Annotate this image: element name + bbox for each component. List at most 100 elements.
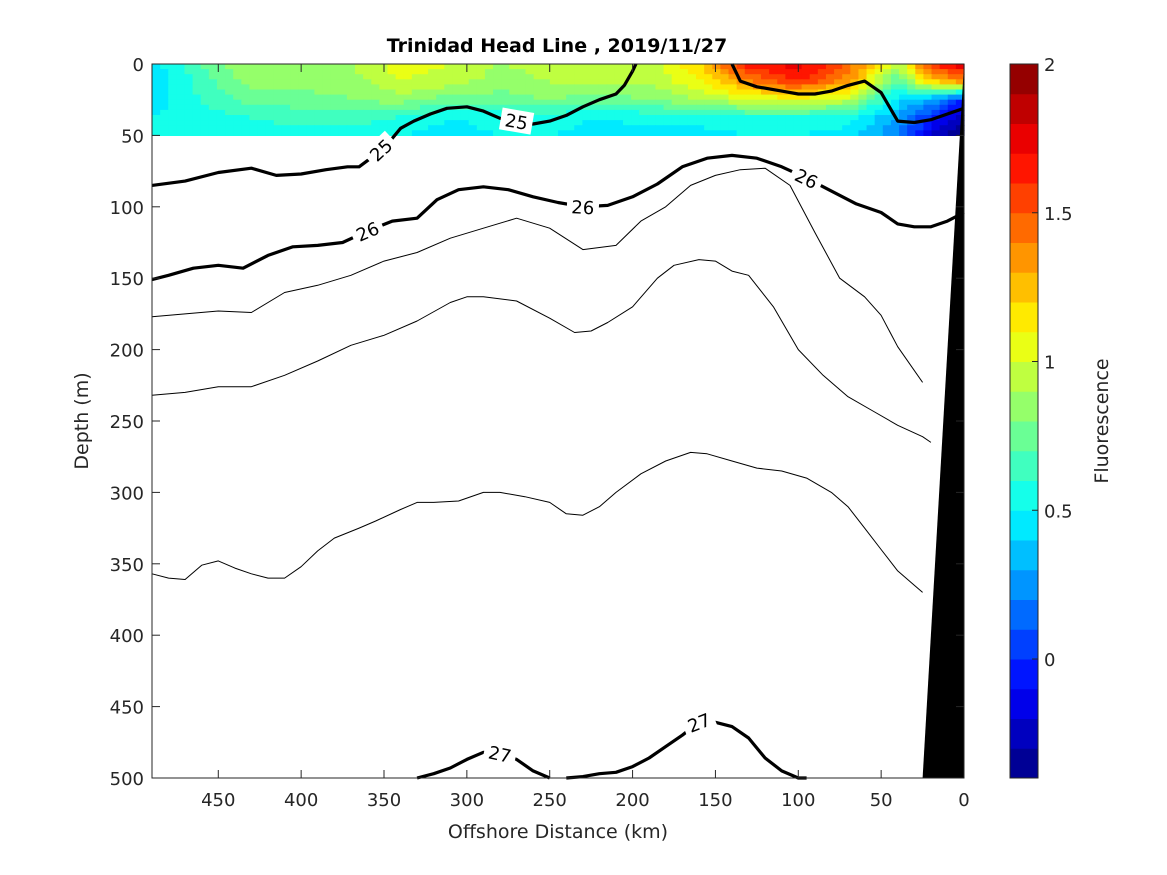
fluorescence-cell	[801, 130, 811, 136]
contour-label-background	[361, 130, 400, 169]
fluorescence-cell	[192, 79, 202, 85]
fluorescence-cell	[614, 79, 624, 85]
fluorescence-cell	[330, 115, 340, 121]
fluorescence-cell	[890, 89, 900, 96]
fluorescence-cell	[631, 69, 640, 75]
fluorescence-cell	[923, 120, 933, 126]
fluorescence-cell	[590, 130, 600, 136]
fluorescence-cell	[720, 64, 730, 70]
fluorescence-cell	[306, 64, 315, 70]
fluorescence-cell	[476, 84, 486, 91]
fluorescence-cell	[769, 89, 778, 96]
fluorescence-cell	[850, 84, 860, 91]
fluorescence-cell	[574, 64, 583, 70]
fluorescence-cell	[428, 89, 437, 96]
fluorescence-cell	[801, 69, 811, 75]
fluorescence-cell	[655, 125, 665, 131]
fluorescence-cell	[168, 94, 177, 101]
fluorescence-cell	[152, 74, 161, 80]
fluorescence-cell	[655, 99, 665, 106]
fluorescence-cell	[549, 125, 559, 131]
fluorescence-cell	[687, 120, 697, 126]
fluorescence-cell	[801, 84, 811, 91]
fluorescence-cell	[371, 125, 380, 131]
fluorescence-cell	[590, 64, 600, 70]
fluorescence-cell	[842, 94, 851, 101]
fluorescence-cell	[915, 79, 924, 85]
fluorescence-cell	[517, 99, 527, 106]
fluorescence-cell	[493, 99, 502, 106]
fluorescence-cell	[192, 94, 202, 101]
fluorescence-cell	[168, 104, 177, 111]
fluorescence-cell	[614, 120, 624, 126]
fluorescence-cell	[387, 74, 397, 80]
fluorescence-cell	[785, 94, 795, 101]
fluorescence-cell	[598, 74, 608, 80]
fluorescence-cell	[306, 69, 315, 75]
fluorescence-cell	[582, 84, 592, 91]
fluorescence-cell	[931, 64, 941, 70]
fluorescence-cell	[622, 69, 632, 75]
fluorescence-cell	[281, 79, 291, 85]
fluorescence-cell	[736, 125, 746, 131]
fluorescence-cell	[200, 94, 210, 101]
fluorescence-cell	[825, 99, 835, 106]
fluorescence-cell	[931, 69, 941, 75]
fluorescence-cell	[363, 115, 372, 121]
fluorescence-cell	[338, 120, 348, 126]
fluorescence-cell	[834, 130, 843, 136]
fluorescence-cell	[216, 84, 226, 91]
fluorescence-cell	[712, 94, 721, 101]
fluorescence-cell	[696, 109, 705, 116]
colorbar-swatch	[1010, 659, 1038, 690]
fluorescence-cell	[866, 125, 876, 131]
contour-label-background	[679, 706, 718, 739]
fluorescence-cell	[622, 125, 632, 131]
seafloor-bathymetry	[922, 64, 964, 778]
fluorescence-cell	[915, 84, 924, 91]
fluorescence-cell	[606, 109, 616, 116]
fluorescence-cell	[517, 69, 527, 75]
fluorescence-cell	[801, 109, 811, 116]
fluorescence-cell	[939, 64, 949, 70]
fluorescence-cell	[346, 74, 356, 80]
fluorescence-cell	[452, 109, 462, 116]
fluorescence-cell	[436, 84, 445, 91]
fluorescence-cell	[233, 64, 242, 70]
fluorescence-cell	[216, 64, 226, 70]
fluorescence-cell	[549, 130, 559, 136]
fluorescence-cell	[241, 74, 251, 80]
fluorescence-cell	[225, 64, 234, 70]
fluorescence-cell	[899, 89, 908, 96]
fluorescence-cell	[541, 89, 551, 96]
fluorescence-cell	[744, 130, 754, 136]
fluorescence-cell	[428, 64, 437, 70]
fluorescence-cell	[696, 125, 705, 131]
fluorescence-cell	[216, 99, 226, 106]
contour-label: 25	[503, 110, 529, 135]
fluorescence-cell	[184, 64, 194, 70]
fluorescence-cell	[484, 69, 494, 75]
fluorescence-cell	[517, 84, 527, 91]
fluorescence-cell	[777, 130, 786, 136]
fluorescence-cell	[484, 79, 494, 85]
fluorescence-cell	[452, 84, 462, 91]
fluorescence-cell	[241, 79, 251, 85]
fluorescence-cell	[168, 74, 177, 80]
fluorescence-cell	[939, 94, 949, 101]
fluorescence-cell	[306, 115, 315, 121]
fluorescence-cell	[825, 79, 835, 85]
fluorescence-cell	[411, 120, 421, 126]
fluorescence-cell	[809, 109, 819, 116]
fluorescence-cell	[598, 89, 608, 96]
fluorescence-cell	[355, 99, 364, 106]
fluorescence-cell	[549, 94, 559, 101]
fluorescence-cell	[590, 74, 600, 80]
fluorescence-cell	[899, 84, 908, 91]
fluorescence-cell	[476, 99, 486, 106]
fluorescence-cell	[509, 64, 518, 70]
fluorescence-cell	[825, 74, 835, 80]
fluorescence-cell	[176, 64, 186, 70]
fluorescence-cell	[225, 109, 234, 116]
fluorescence-cell	[468, 125, 478, 131]
